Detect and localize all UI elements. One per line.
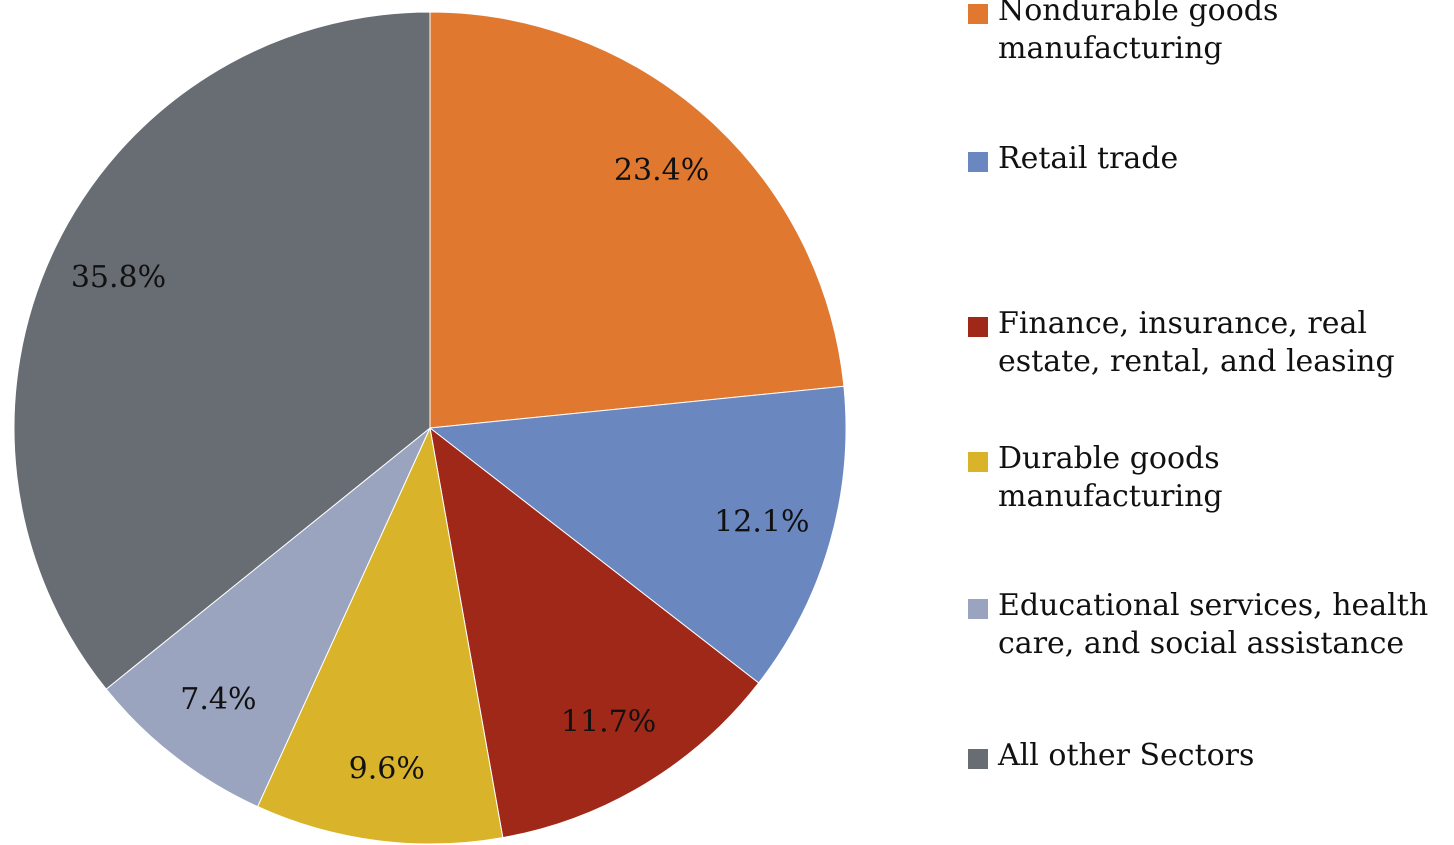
legend-label: Durable goods manufacturing: [998, 441, 1223, 514]
legend-swatch: [968, 317, 988, 337]
data-label: 11.7%: [561, 705, 656, 740]
legend-swatch: [968, 599, 988, 619]
pie-slice: [429, 426, 760, 839]
pie-slice: [429, 11, 845, 429]
data-label: 9.6%: [349, 752, 425, 787]
legend-item: Durable goods manufacturing: [968, 440, 1452, 516]
legend-label: Nondurable goods manufacturing: [998, 0, 1279, 66]
legend-swatch: [968, 152, 988, 172]
legend-swatch: [968, 4, 988, 24]
legend-item: Finance, insurance, real estate, rental,…: [968, 305, 1452, 381]
legend-swatch: [968, 452, 988, 472]
legend-swatch: [968, 749, 988, 769]
data-label: 35.8%: [71, 260, 166, 295]
data-label: 7.4%: [180, 682, 256, 717]
legend-label: Finance, insurance, real estate, rental,…: [998, 306, 1395, 379]
legend-item: Educational services, health care, and s…: [968, 587, 1452, 663]
legend-item: Retail trade: [968, 140, 1452, 178]
pie-slice: [13, 11, 431, 690]
legend-label: Educational services, health care, and s…: [998, 588, 1429, 661]
data-label: 12.1%: [714, 504, 809, 539]
data-label: 23.4%: [614, 153, 709, 188]
pie-slice: [256, 426, 504, 845]
legend-label: All other Sectors: [998, 738, 1255, 773]
legend-item: All other Sectors: [968, 737, 1452, 775]
legend-item: Nondurable goods manufacturing: [968, 0, 1452, 68]
chart: 23.4% 12.1% 11.7% 9.6% 7.4% 35.8%: [13, 11, 847, 845]
pie-slice: [428, 385, 847, 684]
legend-label: Retail trade: [998, 141, 1179, 176]
pie-slice: [105, 427, 431, 808]
